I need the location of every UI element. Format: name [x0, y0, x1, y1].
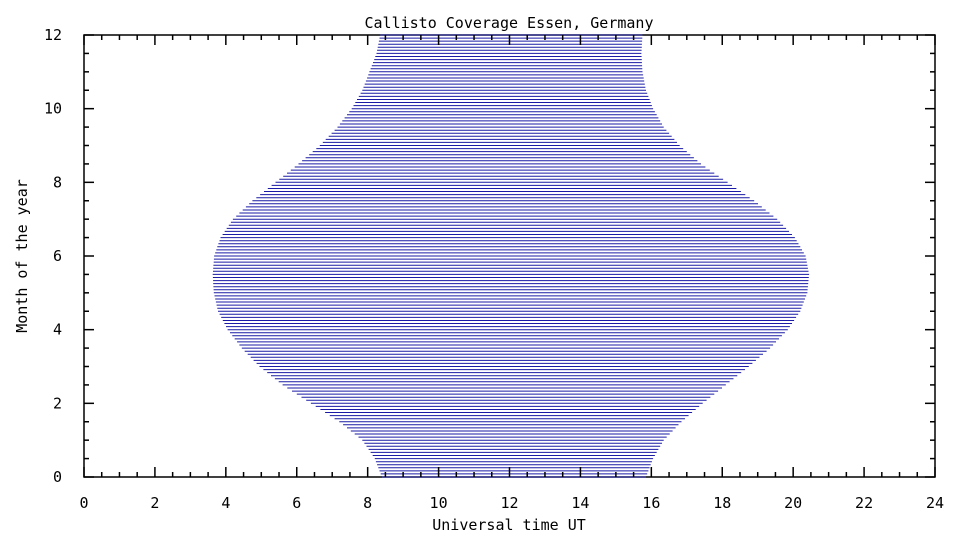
y-tick-labels: 0 2 4 6 8 10 12	[44, 26, 62, 486]
y-tick-label: 0	[53, 468, 62, 486]
x-axis-title: Universal time UT	[432, 516, 586, 534]
x-tick-label: 10	[430, 494, 448, 512]
x-tick-label: 20	[784, 494, 802, 512]
x-tick-label: 24	[926, 494, 944, 512]
x-tick-label: 2	[150, 494, 159, 512]
x-tick-label: 12	[500, 494, 518, 512]
y-tick-label: 10	[44, 100, 62, 118]
y-tick-label: 6	[53, 247, 62, 265]
x-tick-label: 0	[79, 494, 88, 512]
axis-ticks	[83, 34, 936, 478]
x-tick-label: 14	[571, 494, 589, 512]
y-tick-label: 2	[53, 394, 62, 412]
y-axis-title: Month of the year	[13, 179, 31, 333]
chart-title: Callisto Coverage Essen, Germany	[365, 14, 654, 32]
x-tick-label: 22	[855, 494, 873, 512]
x-tick-label: 8	[363, 494, 372, 512]
y-tick-label: 8	[53, 173, 62, 191]
coverage-area	[212, 34, 810, 478]
x-tick-labels: 0 2 4 6 8 10 12 14 16 18 20 22 24	[79, 494, 944, 512]
x-tick-label: 16	[642, 494, 660, 512]
x-tick-label: 18	[713, 494, 731, 512]
y-tick-label: 12	[44, 26, 62, 44]
x-tick-label: 6	[292, 494, 301, 512]
x-tick-label: 4	[221, 494, 230, 512]
y-tick-label: 4	[53, 321, 62, 339]
